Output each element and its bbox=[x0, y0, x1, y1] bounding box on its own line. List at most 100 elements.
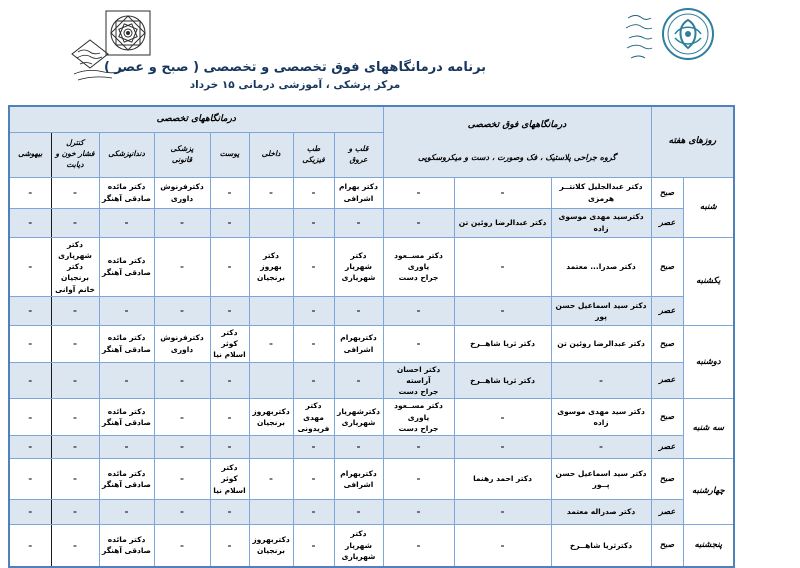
schedule-cell: دکتر مســعود یاوری جراح دست bbox=[382, 398, 455, 436]
column-header-physical-medicine: طب فیزیکی bbox=[292, 131, 335, 178]
schedule-cell: دکتر مائده صادقی آهنگر bbox=[98, 398, 155, 436]
super-specialty-title: درمانگاههای فوق تخصصی bbox=[467, 120, 567, 131]
schedule-cell: – bbox=[153, 499, 211, 525]
specialty-group-header: درمانگاههای تخصصی bbox=[8, 105, 384, 133]
schedule-cell: – bbox=[50, 458, 100, 500]
schedule-cell: دکتر سید اسماعیل حسن پور bbox=[550, 295, 652, 326]
schedule-cell: – bbox=[209, 361, 250, 400]
schedule-cell: – bbox=[292, 499, 335, 525]
page-header: برنامه درمانگاههای فوق تخصصی و تخصصی ( ص… bbox=[0, 60, 590, 91]
shift-label: صبح bbox=[650, 176, 684, 209]
schedule-cell: دکتر بهروز برنجیان bbox=[248, 236, 294, 297]
medical-center-emblem-icon bbox=[625, 8, 714, 60]
schedule-cell: – bbox=[333, 207, 384, 238]
schedule-cell: – bbox=[292, 236, 335, 297]
schedule-cell: – bbox=[453, 435, 552, 459]
schedule-cell: – bbox=[50, 176, 100, 209]
schedule-cell: دکتر صدراله معتمد bbox=[550, 499, 652, 525]
schedule-cell: – bbox=[8, 524, 52, 567]
schedule-cell: – bbox=[8, 435, 52, 459]
schedule-cell: – bbox=[382, 435, 455, 459]
page-subtitle: مرکز پزشکی ، آموزشی درمانی ۱۵ خرداد bbox=[189, 79, 401, 91]
schedule-cell: دکتربهرام اشرافی bbox=[333, 458, 384, 500]
schedule-cell bbox=[248, 435, 294, 459]
schedule-cell: – bbox=[8, 499, 52, 525]
schedule-cell: – bbox=[333, 499, 384, 525]
schedule-cell: – bbox=[292, 295, 335, 326]
schedule-cell: – bbox=[382, 295, 455, 326]
schedule-cell: – bbox=[50, 295, 100, 326]
schedule-cell: دکتر مســعود یاوری جراح دست bbox=[382, 236, 455, 297]
schedule-cell: دکتربهرام اشرافی bbox=[333, 324, 384, 363]
schedule-cell: دکتربهروز برنجیان bbox=[248, 398, 294, 436]
schedule-cell: دکتر صدرا... معتمد bbox=[550, 236, 652, 297]
page-title: برنامه درمانگاههای فوق تخصصی و تخصصی ( ص… bbox=[103, 60, 487, 75]
day-name: چهارشنبه bbox=[682, 458, 735, 525]
schedule-cell: – bbox=[50, 207, 100, 238]
schedule-cell: – bbox=[209, 295, 250, 326]
shift-label: عصر bbox=[650, 435, 684, 459]
schedule-cell: – bbox=[98, 435, 155, 459]
schedule-cell: – bbox=[453, 176, 552, 209]
column-header-bp-diabetes: کنترل فشار خون و دیابت bbox=[50, 131, 100, 178]
schedule-cell: دکتر شهریار شهریاری bbox=[333, 524, 384, 567]
schedule-cell: – bbox=[8, 458, 52, 500]
schedule-cell: – bbox=[550, 435, 652, 459]
schedule-cell: – bbox=[8, 207, 52, 238]
schedule-cell: دکتر عبدالرضا روئین تن bbox=[453, 207, 552, 238]
schedule-cell: – bbox=[98, 499, 155, 525]
column-header-dermatology: پوست bbox=[209, 131, 250, 178]
schedule-cell: – bbox=[292, 435, 335, 459]
schedule-cell bbox=[248, 207, 294, 238]
day-name: دوشنبه bbox=[682, 324, 735, 400]
schedule-cell: – bbox=[550, 361, 652, 400]
schedule-cell: دکتر سید اسماعیل حسن پــور bbox=[550, 458, 652, 500]
shift-label: صبح bbox=[650, 324, 684, 363]
day-name: یکشنبه bbox=[682, 236, 735, 326]
schedule-cell: دکتر عبدالرضا روئین تن bbox=[550, 324, 652, 363]
schedule-cell: – bbox=[453, 236, 552, 297]
schedule-cell: – bbox=[8, 236, 52, 297]
schedule-cell: – bbox=[382, 324, 455, 363]
schedule-cell: – bbox=[292, 207, 335, 238]
shift-label: عصر bbox=[650, 499, 684, 525]
shift-label: عصر bbox=[650, 295, 684, 326]
schedule-cell: – bbox=[8, 361, 52, 400]
day-name: شنبه bbox=[682, 176, 735, 238]
schedule-cell: – bbox=[98, 207, 155, 238]
schedule-cell: دکتر مائده صادقی آهنگر bbox=[98, 176, 155, 209]
right-logo bbox=[622, 4, 717, 78]
column-header-cardiology: قلب و عروق bbox=[333, 131, 384, 178]
column-header-anesthesia: بیهوشی bbox=[8, 131, 52, 178]
schedule-cell: – bbox=[292, 458, 335, 500]
schedule-cell: دکتربهروز برنجیان bbox=[248, 524, 294, 567]
schedule-cell: – bbox=[8, 398, 52, 436]
schedule-cell: – bbox=[333, 361, 384, 400]
schedule-cell: – bbox=[248, 176, 294, 209]
schedule-cell: – bbox=[153, 295, 211, 326]
schedule-cell: – bbox=[50, 361, 100, 400]
day-name: سه شنبه bbox=[682, 398, 735, 459]
schedule-cell: – bbox=[333, 435, 384, 459]
schedule-cell: – bbox=[209, 236, 250, 297]
schedule-cell: دکتر کوثر اسلام نیا bbox=[209, 458, 250, 500]
schedule-cell: – bbox=[248, 324, 294, 363]
schedule-cell: – bbox=[153, 435, 211, 459]
schedule-cell: – bbox=[382, 524, 455, 567]
schedule-cell: – bbox=[209, 499, 250, 525]
column-header-internal: داخلی bbox=[248, 131, 294, 178]
super-specialty-subtitle: گروه جراحی پلاستیک ، فک وصورت ، دست و می… bbox=[417, 153, 617, 163]
schedule-cell: دکتر بهرام اشرافی bbox=[333, 176, 384, 209]
schedule-cell: – bbox=[382, 499, 455, 525]
schedule-cell: – bbox=[98, 361, 155, 400]
schedule-cell: دکتر سید مهدی موسوی زاده bbox=[550, 398, 652, 436]
schedule-cell: – bbox=[248, 458, 294, 500]
schedule-cell: دکتر مائده صادقی آهنگر bbox=[98, 324, 155, 363]
shift-label: صبح bbox=[650, 458, 684, 500]
schedule-cell: دکترسید مهدی موسوی زاده bbox=[550, 207, 652, 238]
shift-label: صبح bbox=[650, 398, 684, 436]
schedule-cell: دکترثریا شاهــرخ bbox=[550, 524, 652, 567]
schedule-cell: – bbox=[209, 176, 250, 209]
shift-label: عصر bbox=[650, 207, 684, 238]
schedule-cell: – bbox=[50, 324, 100, 363]
